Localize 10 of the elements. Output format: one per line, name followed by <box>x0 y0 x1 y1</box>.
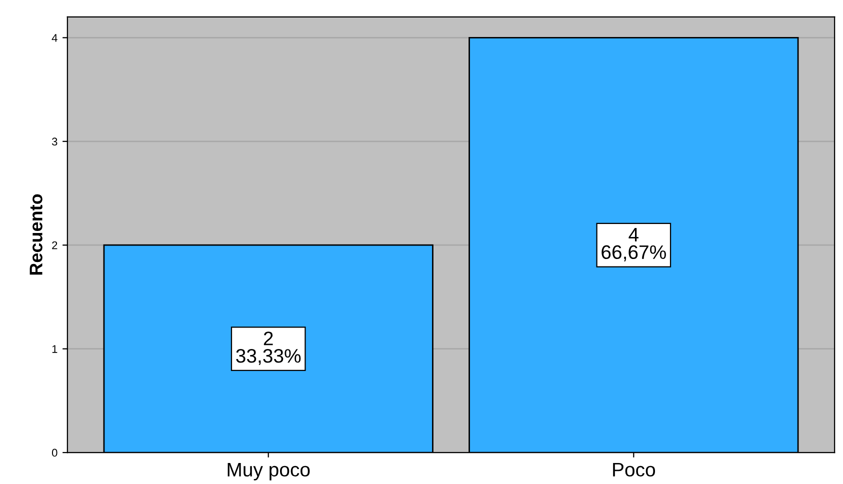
data-label: 2 33,33% <box>236 332 301 366</box>
x-tick-label: Poco <box>613 462 655 477</box>
y-axis-title: Recuento <box>30 194 42 275</box>
x-tick-label: Muy poco <box>228 462 310 480</box>
y-tick-label: 1 <box>52 345 58 353</box>
y-tick-label: 0 <box>52 448 58 457</box>
y-tick-label: 3 <box>52 138 58 146</box>
data-label: 4 66,67% <box>602 228 666 262</box>
y-tick-label: 4 <box>52 34 58 42</box>
y-tick-label: 2 <box>52 241 58 250</box>
